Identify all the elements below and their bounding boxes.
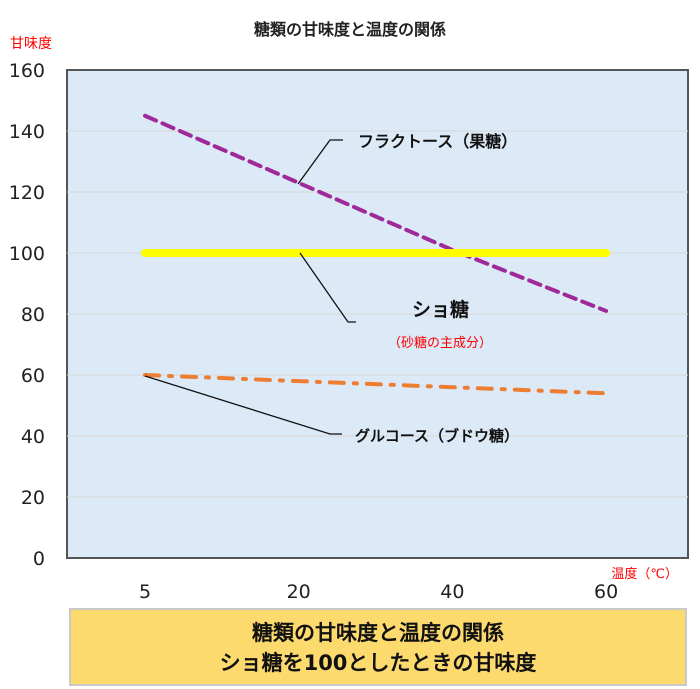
x-tick-label: 5 — [139, 581, 151, 603]
y-tick-label: 80 — [21, 304, 45, 326]
y-tick-label: 20 — [21, 487, 45, 509]
x-tick-label: 40 — [440, 581, 464, 603]
y-tick-label: 0 — [33, 548, 45, 570]
caption-line1: 糖類の甘味度と温度の関係 — [252, 621, 504, 645]
y-tick-label: 160 — [9, 60, 45, 82]
caption-line2: ショ糖を100としたときの甘味度 — [219, 651, 537, 675]
series-label: フラクトース（果糖） — [358, 132, 517, 151]
y-tick-label: 100 — [9, 243, 45, 265]
x-tick-label: 20 — [287, 581, 311, 603]
y-tick-label: 140 — [9, 121, 45, 143]
series-sublabel: （砂糖の主成分） — [388, 335, 492, 351]
caption-box: 糖類の甘味度と温度の関係 ショ糖を100としたときの甘味度 — [69, 608, 687, 686]
series-label: ショ糖 — [412, 298, 469, 321]
y-tick-label: 60 — [21, 365, 45, 387]
annotation-leader — [144, 375, 342, 435]
chart-title: 糖類の甘味度と温度の関係 — [254, 20, 446, 39]
series-label: グルコース（ブドウ糖） — [355, 427, 519, 445]
x-axis-label: 温度（℃） — [611, 566, 678, 582]
series-line — [143, 113, 609, 313]
x-tick-label: 60 — [594, 581, 618, 603]
series-line — [143, 373, 609, 396]
y-tick-label: 40 — [21, 426, 45, 448]
y-tick-label: 120 — [9, 182, 45, 204]
y-axis-label: 甘味度 — [10, 36, 52, 52]
annotation-leader — [299, 252, 356, 323]
annotation-leader — [297, 139, 343, 185]
